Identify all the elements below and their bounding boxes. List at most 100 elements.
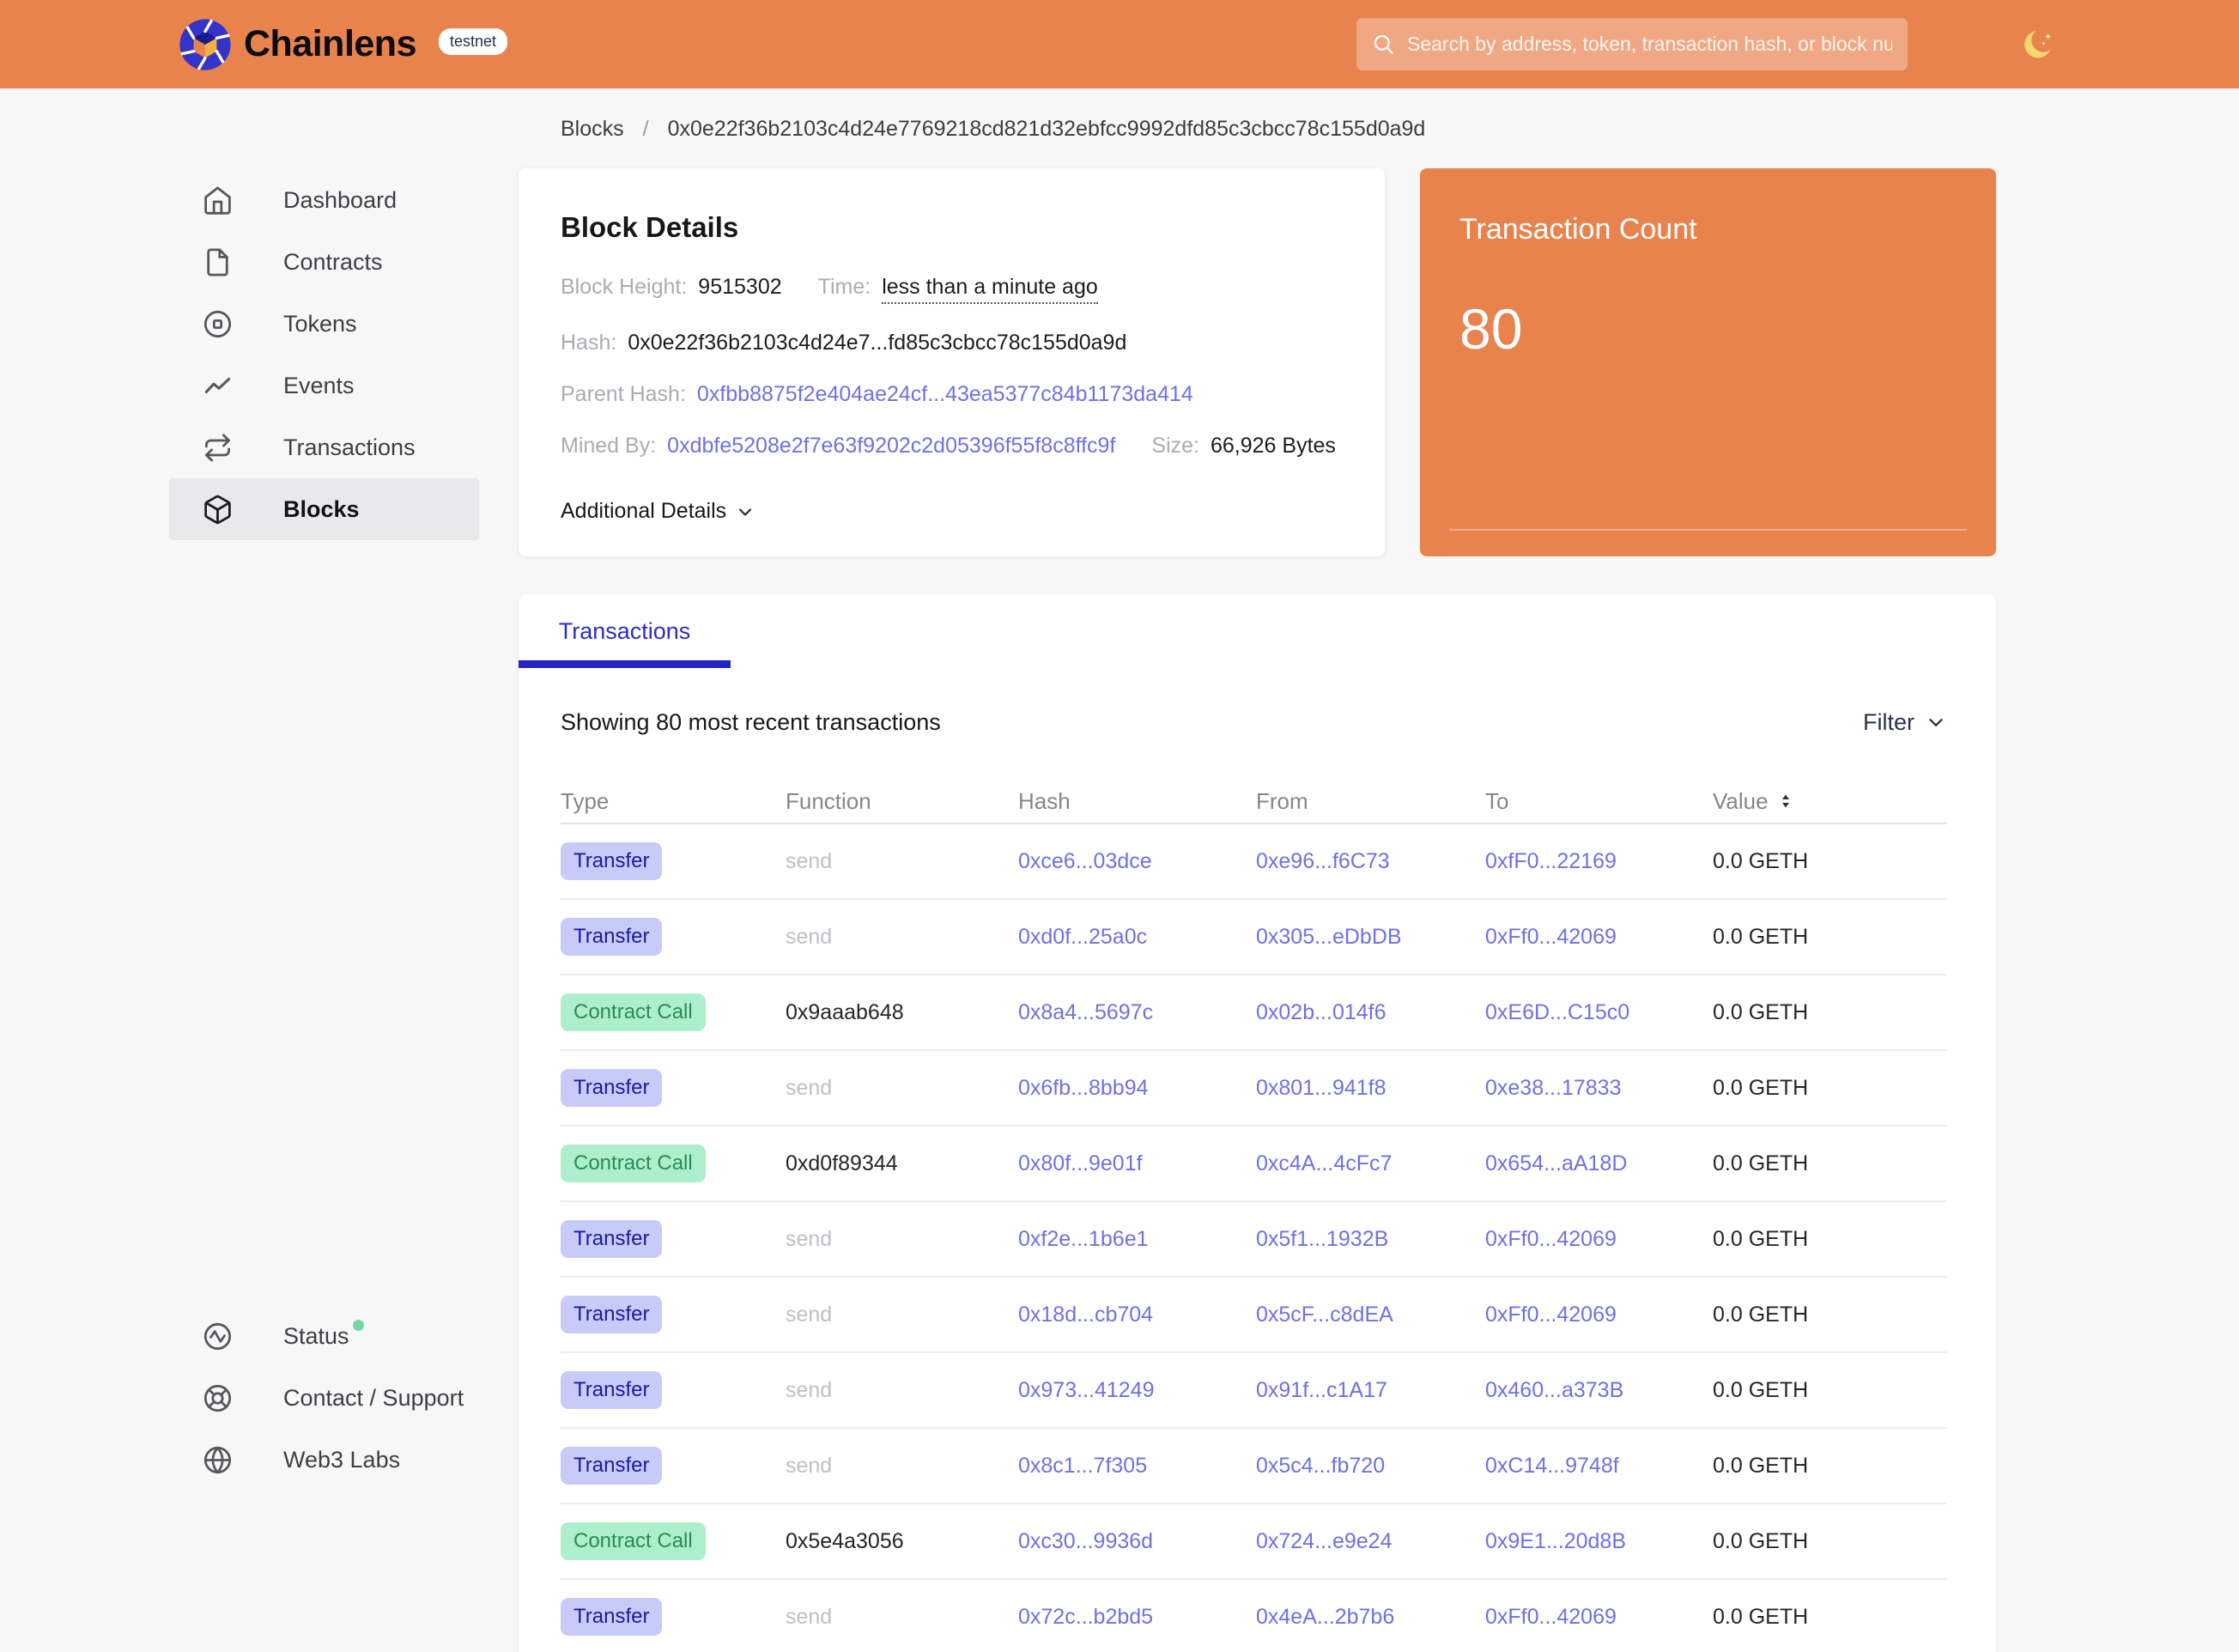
sidebar-item-label: Tokens (283, 310, 357, 337)
chevron-down-icon (739, 507, 752, 516)
hash-link[interactable]: 0x973...41249 (1018, 1377, 1155, 1402)
sidebar-item-web3-labs[interactable]: Web3 Labs (169, 1429, 479, 1491)
to-link[interactable]: 0xE6D...C15c0 (1485, 999, 1630, 1024)
to-link[interactable]: 0xFf0...42069 (1485, 1604, 1617, 1629)
from-link[interactable]: 0xe96...f6C73 (1256, 848, 1390, 873)
sidebar-item-transactions[interactable]: Transactions (169, 416, 479, 478)
global-search[interactable] (1356, 18, 1908, 70)
sidebar-item-status[interactable]: Status (169, 1305, 479, 1367)
hash-cell: 0x973...41249 (1018, 1378, 1256, 1403)
function-cell: send (786, 1377, 833, 1402)
filter-button[interactable]: Filter (1863, 709, 1947, 736)
to-cell: 0xFf0...42069 (1485, 1227, 1713, 1252)
from-link[interactable]: 0x801...941f8 (1256, 1075, 1386, 1100)
from-link[interactable]: 0x5cF...c8dEA (1256, 1302, 1393, 1327)
hash-link[interactable]: 0xce6...03dce (1018, 848, 1152, 873)
from-link[interactable]: 0x305...eDbDB (1256, 924, 1402, 949)
to-cell: 0xC14...9748f (1485, 1454, 1713, 1479)
breadcrumb: Blocks / 0x0e22f36b2103c4d24e7769218cd82… (561, 103, 1425, 155)
hash-link[interactable]: 0xf2e...1b6e1 (1018, 1226, 1149, 1251)
to-cell: 0x654...aA18D (1485, 1151, 1713, 1176)
value-cell: 0.0 GETH (1713, 1528, 1809, 1553)
value-cell: 0.0 GETH (1713, 924, 1809, 949)
mined-by-link[interactable]: 0xdbfe5208e2f7e63f9202c2d05396f55f8c8ffc… (667, 434, 1116, 458)
table-row: Transfer send 0x6fb...8bb94 0x801...941f… (561, 1051, 1947, 1127)
hash-link[interactable]: 0xd0f...25a0c (1018, 924, 1148, 949)
breadcrumb-blocks-link[interactable]: Blocks (561, 116, 624, 141)
type-cell: Transfer (561, 842, 786, 880)
to-link[interactable]: 0x9E1...20d8B (1485, 1528, 1627, 1553)
function-cell: send (786, 1302, 833, 1327)
sidebar-item-blocks[interactable]: Blocks (169, 478, 479, 540)
to-cell: 0xfF0...22169 (1485, 849, 1713, 874)
from-link[interactable]: 0x5c4...fb720 (1256, 1453, 1386, 1478)
hash-link[interactable]: 0x80f...9e01f (1018, 1151, 1143, 1175)
hash-link[interactable]: 0x72c...b2bd5 (1018, 1604, 1154, 1629)
from-cell: 0x801...941f8 (1256, 1076, 1485, 1101)
cube-icon (202, 494, 234, 525)
dark-mode-toggle[interactable] (2019, 26, 2059, 65)
to-link[interactable]: 0x460...a373B (1485, 1377, 1624, 1402)
mined-by-row: Mined By: 0xdbfe5208e2f7e63f9202c2d05396… (561, 434, 1343, 459)
tab-transactions[interactable]: Transactions (558, 617, 691, 644)
from-link[interactable]: 0xc4A...4cFc7 (1256, 1151, 1393, 1175)
card-divider (1449, 529, 1966, 531)
from-link[interactable]: 0x91f...c1A17 (1256, 1377, 1387, 1402)
sidebar-item-label: Transactions (283, 434, 416, 460)
hash-cell: 0x18d...cb704 (1018, 1303, 1256, 1327)
value-cell: 0.0 GETH (1713, 1151, 1809, 1175)
sidebar-item-tokens[interactable]: Tokens (169, 293, 479, 355)
brand[interactable]: Chainlens testnet (179, 18, 508, 71)
function-cell: send (786, 1226, 833, 1251)
breadcrumb-block-hash: 0x0e22f36b2103c4d24e7769218cd821d32ebfcc… (667, 116, 1426, 141)
type-cell: Contract Call (561, 993, 786, 1031)
column-header-hash: Hash (1018, 787, 1071, 814)
type-badge: Transfer (561, 1220, 663, 1258)
to-link[interactable]: 0x654...aA18D (1485, 1151, 1628, 1175)
sidebar-item-dashboard[interactable]: Dashboard (169, 169, 479, 231)
value-cell: 0.0 GETH (1713, 1377, 1809, 1402)
parent-hash-link[interactable]: 0xfbb8875f2e404ae24cf...43ea5377c84b1173… (696, 382, 1193, 406)
column-header-to: To (1485, 787, 1509, 814)
to-cell: 0x9E1...20d8B (1485, 1529, 1713, 1554)
sidebar-item-contact-support[interactable]: Contact / Support (169, 1367, 479, 1429)
additional-details-toggle[interactable]: Additional Details (561, 499, 755, 524)
to-link[interactable]: 0xFf0...42069 (1485, 1302, 1617, 1327)
to-link[interactable]: 0xC14...9748f (1485, 1453, 1619, 1478)
type-cell: Contract Call (561, 1522, 786, 1560)
search-input[interactable] (1407, 33, 1892, 56)
function-cell: send (786, 1453, 833, 1478)
type-badge: Contract Call (561, 993, 706, 1031)
type-badge: Transfer (561, 1296, 663, 1333)
to-link[interactable]: 0xFf0...42069 (1485, 924, 1617, 949)
from-link[interactable]: 0x5f1...1932B (1256, 1226, 1389, 1251)
transaction-count-title: Transaction Count (1459, 213, 1697, 246)
parent-hash-label: Parent Hash: (561, 382, 686, 406)
sidebar-item-contracts[interactable]: Contracts (169, 231, 479, 293)
sidebar-item-events[interactable]: Events (169, 355, 479, 416)
transaction-count-card: Transaction Count 80 (1420, 168, 1996, 556)
hash-link[interactable]: 0x6fb...8bb94 (1018, 1075, 1149, 1100)
function-cell: 0x5e4a3056 (786, 1528, 904, 1553)
to-link[interactable]: 0xe38...17833 (1485, 1075, 1622, 1100)
to-link[interactable]: 0xFf0...42069 (1485, 1226, 1617, 1251)
function-cell: send (786, 1604, 833, 1629)
hash-link[interactable]: 0x18d...cb704 (1018, 1302, 1154, 1327)
from-link[interactable]: 0x724...e9e24 (1256, 1528, 1393, 1553)
hash-cell: 0x8a4...5697c (1018, 1000, 1256, 1025)
column-header-value[interactable]: Value (1713, 788, 1947, 815)
to-link[interactable]: 0xfF0...22169 (1485, 848, 1617, 873)
hash-link[interactable]: 0x8c1...7f305 (1018, 1453, 1148, 1478)
hash-link[interactable]: 0x8a4...5697c (1018, 999, 1154, 1024)
from-cell: 0xe96...f6C73 (1256, 849, 1485, 874)
hash-link[interactable]: 0xc30...9936d (1018, 1528, 1154, 1553)
repeat-icon (202, 432, 234, 464)
type-cell: Contract Call (561, 1145, 786, 1182)
hash-row: Hash: 0x0e22f36b2103c4d24e7...fd85c3cbcc… (561, 331, 1343, 355)
from-link[interactable]: 0x4eA...2b7b6 (1256, 1604, 1395, 1629)
function-cell: send (786, 924, 833, 949)
from-link[interactable]: 0x02b...014f6 (1256, 999, 1386, 1024)
document-icon (202, 246, 234, 278)
block-details-card: Block Details Block Height: 9515302 Time… (519, 168, 1385, 556)
hash-cell: 0xd0f...25a0c (1018, 925, 1256, 950)
